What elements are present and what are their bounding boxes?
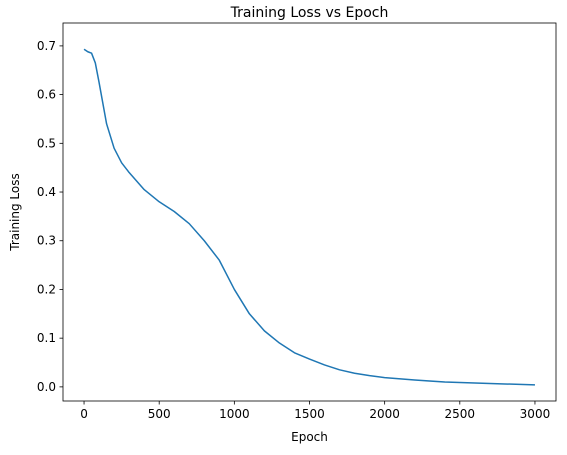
y-tick-label: 0.1	[37, 331, 56, 345]
y-tick-label: 0.3	[37, 234, 56, 248]
y-tick-label: 0.2	[37, 282, 56, 296]
x-tick-label: 2000	[369, 407, 400, 421]
y-axis-label: Training Loss	[8, 173, 22, 251]
plot-frame	[62, 22, 557, 402]
y-tick-label: 0.6	[37, 88, 56, 102]
x-tick-label: 3000	[520, 407, 551, 421]
y-tick-label: 0.5	[37, 136, 56, 150]
y-tick-label: 0.0	[37, 380, 56, 394]
x-tick-label: 0	[80, 407, 88, 421]
x-tick-label: 2500	[445, 407, 476, 421]
y-tick-label: 0.7	[37, 39, 56, 53]
x-tick-label: 500	[148, 407, 171, 421]
x-tick-label: 1000	[219, 407, 250, 421]
loss-line	[83, 48, 535, 386]
chart-title: Training Loss vs Epoch	[230, 5, 389, 21]
x-tick-label: 1500	[294, 407, 325, 421]
y-tick-label: 0.4	[37, 185, 56, 199]
x-axis-label: Epoch	[291, 430, 328, 444]
